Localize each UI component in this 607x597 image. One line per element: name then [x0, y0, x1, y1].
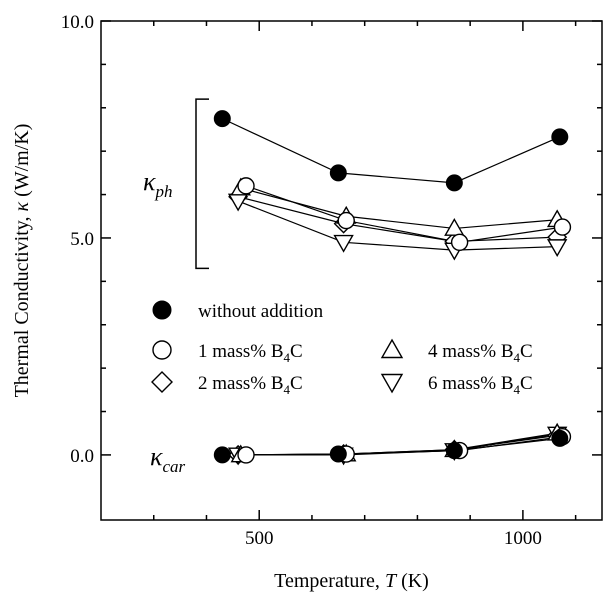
axis-titles: Temperature, T (K) Thermal Conductivity, … [11, 124, 429, 592]
legend-marker-2-mass-b4c [151, 371, 173, 393]
legend-marker-6-mass-b4c [380, 373, 404, 394]
1-mass-b4c-phonon-point [337, 211, 355, 230]
without-addition-carrier-point [329, 445, 347, 463]
legend: without addition 1 mass% B4C 4 mass% B4C 2 … [151, 300, 533, 397]
6-mass-b4c-phonon-line [237, 200, 558, 251]
legend-label-1-mass-b4c: 1 mass% B4C [198, 341, 303, 365]
legend-marker-1-mass-b4c [152, 340, 172, 360]
without-addition-carrier-point [445, 442, 463, 460]
1-mass-b4c-phonon-point [553, 218, 572, 236]
y-tick-label: 5.0 [70, 229, 94, 250]
without-addition-phonon-point [213, 110, 231, 128]
kappa-annotations: κph κcar [143, 167, 186, 476]
6-mass-b4c-phonon-point [546, 239, 568, 258]
without-addition-phonon-line [222, 118, 561, 184]
legend-marker-4-mass-b4c [380, 338, 404, 359]
x-tick-label: 1000 [504, 528, 542, 549]
without-addition-phonon-point [551, 128, 569, 146]
without-addition-carrier-point [551, 429, 569, 447]
legend-label-6-mass-b4c: 6 mass% B4C [428, 373, 533, 397]
x-tick-label: 500 [245, 528, 274, 549]
legend-label-2-mass-b4c: 2 mass% B4C [198, 373, 303, 397]
kappa-ph-bracket [195, 98, 209, 270]
1-mass-b4c-phonon-point [237, 177, 255, 195]
legend-label-4-mass-b4c: 4 mass% B4C [428, 341, 533, 365]
y-tick-label: 10.0 [61, 12, 94, 33]
plot-frame [100, 20, 603, 521]
series-points [213, 110, 572, 466]
without-addition-carrier-line [222, 437, 560, 456]
kappa-car-label: κcar [150, 442, 186, 476]
1-mass-b4c-carrier-point [237, 446, 255, 464]
y-tick-label: 0.0 [70, 446, 94, 467]
1-mass-b4c-phonon-line [245, 185, 563, 243]
series-lines [222, 118, 563, 456]
without-addition-carrier-point [213, 446, 231, 464]
y-axis-title: Thermal Conductivity, κ (W/m/K) [11, 124, 33, 398]
without-addition-phonon-point [445, 174, 463, 192]
legend-label-without-addition: without addition [198, 301, 324, 322]
x-axis-title: Temperature, T (K) [274, 570, 429, 592]
1-mass-b4c-phonon-point [450, 233, 469, 251]
axis-tick-labels: 500 1000 0.0 5.0 10.0 [61, 12, 542, 549]
6-mass-b4c-phonon-point [227, 193, 249, 212]
axis-ticks [101, 20, 602, 520]
4-mass-b4c-phonon-point [444, 217, 465, 236]
legend-marker-without-addition [152, 300, 172, 320]
without-addition-phonon-point [329, 164, 347, 182]
6-mass-b4c-phonon-point [333, 234, 354, 253]
kappa-ph-bracket-line [195, 98, 209, 270]
2-mass-b4c-phonon-line [237, 196, 558, 243]
4-mass-b4c-phonon-line [240, 187, 558, 230]
kappa-ph-label: κph [143, 167, 172, 201]
